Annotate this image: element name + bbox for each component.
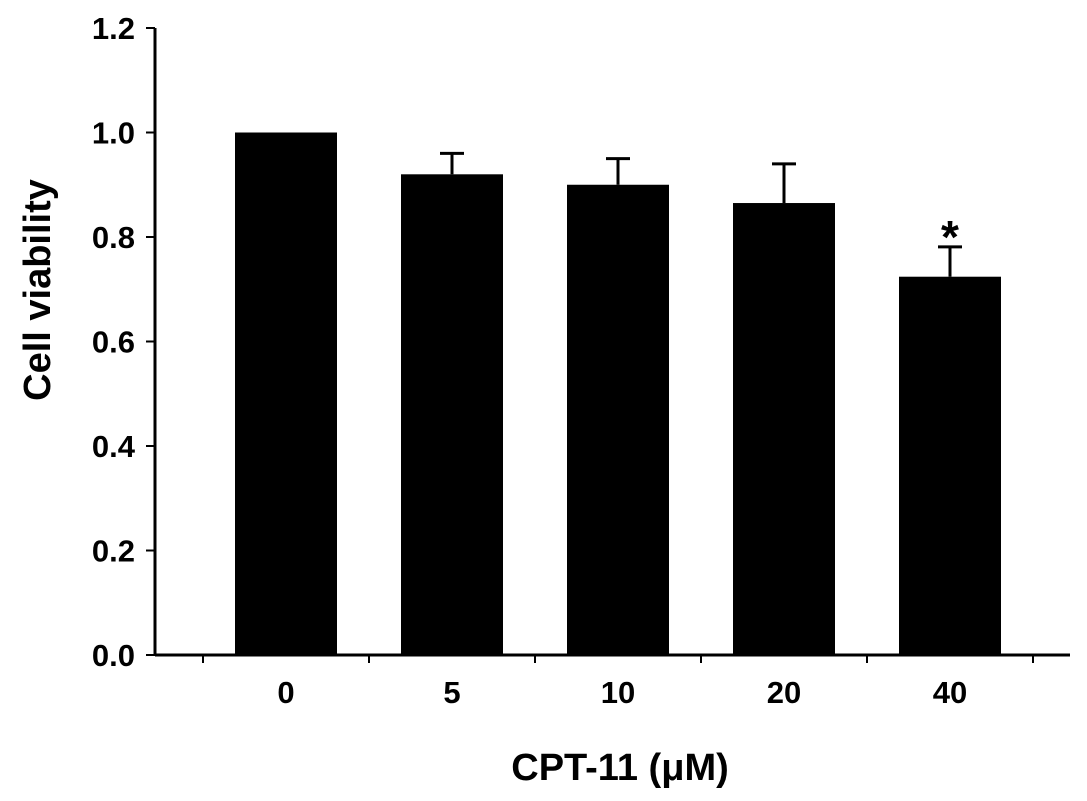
x-tick-label-20: 20 (767, 675, 801, 710)
y-tick-label: 0.0 (92, 638, 135, 673)
y-axis-title: Cell viability (17, 179, 59, 401)
bar-40 (899, 276, 1001, 655)
bar-0 (235, 132, 337, 655)
y-ticks-layer: 0.0 0.2 0.4 0.6 0.8 1.0 1.2 (92, 11, 155, 673)
bar-20 (733, 203, 835, 655)
y-tick-label: 0.4 (92, 429, 136, 464)
x-ticks-layer: 0 5 10 20 40 (202, 655, 1034, 710)
y-tick-label: 0.6 (92, 325, 135, 360)
y-tick-label: 0.2 (92, 534, 135, 569)
x-tick-label-10: 10 (601, 675, 635, 710)
x-tick-label-0: 0 (277, 675, 294, 710)
error-bars-layer (440, 151, 962, 277)
x-axis-title: CPT-11 (μM) (511, 747, 729, 789)
bar-10 (567, 184, 669, 655)
x-tick-label-40: 40 (933, 675, 967, 710)
significance-asterisk: * (941, 211, 959, 263)
y-tick-label: 1.2 (92, 11, 135, 46)
bars-layer (235, 132, 1001, 656)
bar-5 (401, 174, 503, 656)
y-tick-label: 0.8 (92, 220, 135, 255)
x-tick-label-5: 5 (443, 675, 460, 710)
y-tick-label: 1.0 (92, 116, 135, 151)
annotations-layer: * (941, 211, 959, 263)
